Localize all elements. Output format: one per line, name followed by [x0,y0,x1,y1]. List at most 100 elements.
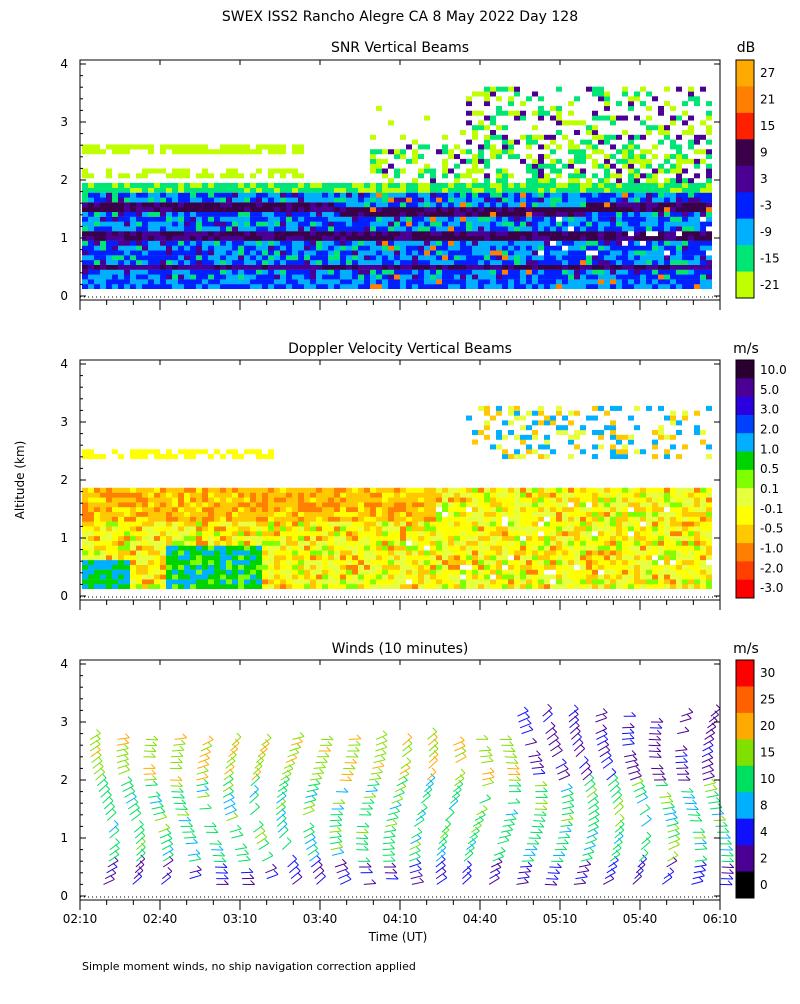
doppler-cell [292,526,298,531]
snr-cell [298,173,304,178]
snr-cell [508,101,514,106]
snr-cell [484,159,490,164]
doppler-cell [544,521,550,526]
doppler-cell [538,411,544,416]
snr-cell [100,236,106,241]
doppler-cell [304,488,310,493]
snr-cell [166,202,172,207]
colorbar-swatch [736,86,754,113]
doppler-cell [172,550,178,555]
snr-cell [508,284,514,289]
snr-cell [148,221,154,226]
snr-cell [472,226,478,231]
snr-cell [436,183,442,188]
snr-cell [232,169,238,174]
snr-cell [394,202,400,207]
doppler-cell [334,541,340,546]
snr-cell [532,260,538,265]
snr-cell [358,226,364,231]
snr-cell [112,188,118,193]
snr-cell [160,284,166,289]
snr-cell [412,246,418,251]
doppler-cell [208,565,214,570]
doppler-cell [466,574,472,579]
doppler-cell [208,584,214,589]
snr-cell [382,212,388,217]
y-tick-label: 2 [60,173,68,187]
snr-cell [700,202,706,207]
doppler-cell [250,507,256,512]
snr-cell [466,260,472,265]
doppler-cell [196,584,202,589]
snr-cell [94,250,100,255]
snr-cell [292,226,298,231]
snr-cell [484,144,490,149]
doppler-cell [256,531,262,536]
snr-cell [244,270,250,275]
doppler-cell [352,550,358,555]
snr-cell [676,212,682,217]
snr-cell [490,270,496,275]
doppler-cell [220,584,226,589]
snr-cell [478,144,484,149]
snr-cell [88,207,94,212]
doppler-cell [256,560,262,565]
snr-cell [532,246,538,251]
doppler-cell [610,565,616,570]
doppler-cell [280,493,286,498]
snr-cell [412,274,418,279]
doppler-cell [622,512,628,517]
doppler-cell [604,507,610,512]
snr-cell [274,255,280,260]
doppler-cell [418,526,424,531]
doppler-cell [88,493,94,498]
snr-cell [256,144,262,149]
snr-cell [118,255,124,260]
doppler-cell [286,517,292,522]
snr-cell [550,246,556,251]
doppler-cell [340,517,346,522]
doppler-cell [340,584,346,589]
snr-cell [280,183,286,188]
doppler-cell [106,502,112,507]
snr-cell [484,212,490,217]
doppler-cell [412,488,418,493]
doppler-cell [490,565,496,570]
snr-cell [400,250,406,255]
snr-cell [652,197,658,202]
snr-cell [544,265,550,270]
doppler-cell [268,555,274,560]
doppler-cell [298,507,304,512]
snr-cell [448,265,454,270]
snr-cell [124,193,130,198]
doppler-cell [556,531,562,536]
doppler-cell [508,579,514,584]
snr-cell [298,193,304,198]
snr-cell [310,236,316,241]
doppler-cell [508,546,514,551]
doppler-cell [136,488,142,493]
snr-cell [526,284,532,289]
doppler-cell [100,536,106,541]
doppler-cell [442,493,448,498]
snr-cell [448,183,454,188]
snr-cell [364,207,370,212]
snr-cell [484,164,490,169]
snr-cell [88,193,94,198]
doppler-cell [502,584,508,589]
snr-cell [640,87,646,92]
snr-cell [598,260,604,265]
snr-cell [604,241,610,246]
snr-cell [250,188,256,193]
snr-cell [418,274,424,279]
snr-cell [634,279,640,284]
snr-cell [364,188,370,193]
snr-cell [208,207,214,212]
snr-cell [124,284,130,289]
doppler-cell [604,560,610,565]
snr-cell [148,231,154,236]
doppler-cell [496,406,502,411]
doppler-cell [460,550,466,555]
snr-cell [442,241,448,246]
doppler-cell [466,541,472,546]
